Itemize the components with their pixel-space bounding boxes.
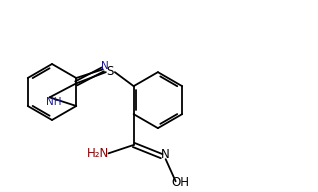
Text: N: N bbox=[101, 61, 109, 71]
Text: N: N bbox=[161, 148, 170, 161]
Text: NH: NH bbox=[46, 97, 61, 107]
Text: S: S bbox=[106, 65, 114, 78]
Text: OH: OH bbox=[172, 176, 190, 189]
Text: H₂N: H₂N bbox=[87, 147, 110, 160]
